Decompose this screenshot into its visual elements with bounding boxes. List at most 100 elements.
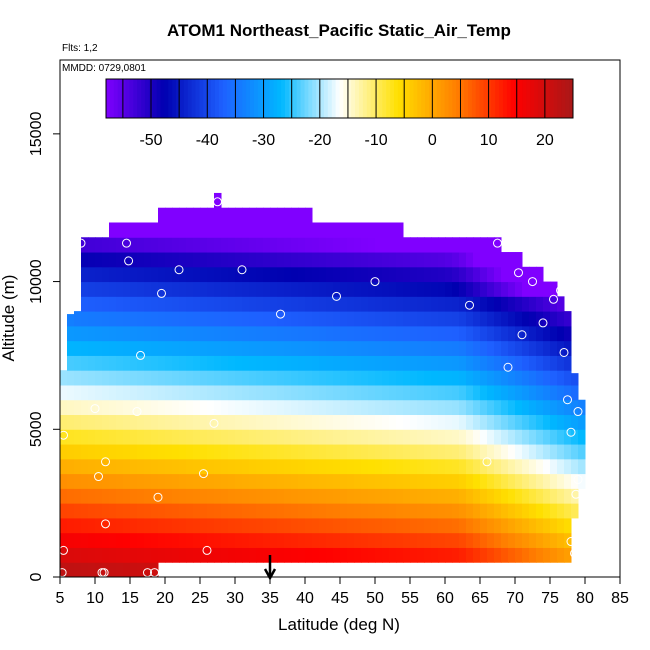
heatmap-cell: [74, 473, 82, 489]
heatmap-cell: [361, 252, 369, 268]
heatmap-cell: [319, 444, 327, 460]
heatmap-cell: [550, 399, 558, 416]
colorbar-cell: [312, 79, 317, 118]
heatmap-cell: [186, 237, 194, 253]
heatmap-cell: [571, 503, 579, 519]
heatmap-cell: [277, 370, 285, 386]
heatmap-cell: [445, 325, 453, 342]
x-tick-label: 55: [401, 590, 419, 607]
heatmap-cell: [298, 458, 306, 475]
heatmap-cell: [403, 384, 411, 401]
heatmap-cell: [466, 370, 474, 386]
colorbar-cell: [339, 79, 344, 118]
heatmap-cell: [305, 281, 313, 297]
heatmap-cell: [424, 517, 432, 534]
heatmap-cell: [74, 311, 82, 327]
heatmap-cell: [354, 355, 362, 371]
heatmap-cell: [151, 503, 159, 519]
heatmap-cell: [424, 429, 432, 445]
heatmap-cell: [529, 296, 537, 312]
heatmap-cell: [207, 503, 215, 519]
heatmap-cell: [368, 384, 376, 401]
heatmap-cell: [417, 399, 425, 416]
heatmap-cell: [522, 296, 530, 312]
heatmap-cell: [186, 517, 194, 534]
heatmap-cell: [403, 281, 411, 297]
heatmap-cell: [368, 444, 376, 460]
heatmap-cell: [200, 296, 208, 312]
heatmap-cell: [102, 547, 110, 563]
heatmap-cell: [200, 532, 208, 548]
heatmap-cell: [410, 547, 418, 563]
heatmap-cell: [165, 237, 173, 253]
heatmap-cell: [382, 252, 390, 268]
heatmap-cell: [256, 207, 264, 223]
heatmap-cell: [298, 252, 306, 268]
heatmap-cell: [67, 488, 75, 504]
heatmap-cell: [249, 237, 257, 253]
heatmap-cell: [557, 547, 565, 563]
heatmap-cell: [347, 222, 355, 238]
x-tick-label: 40: [296, 590, 314, 607]
heatmap-cell: [452, 414, 460, 430]
heatmap-cell: [270, 414, 278, 430]
heatmap-cell: [438, 414, 446, 430]
heatmap-cell: [515, 325, 523, 342]
x-tick-label: 65: [471, 590, 489, 607]
heatmap-cell: [172, 355, 180, 371]
heatmap-cell: [298, 370, 306, 386]
heatmap-cell: [536, 340, 544, 356]
colorbar-cell: [526, 79, 531, 118]
heatmap-cell: [116, 488, 124, 504]
heatmap-cell: [284, 222, 292, 238]
latitude-arrow-marker: [263, 555, 277, 581]
heatmap-cell: [242, 311, 250, 327]
colorbar-cell: [257, 79, 263, 118]
heatmap-cell: [228, 517, 236, 534]
heatmap-cell: [557, 488, 565, 504]
heatmap-cell: [242, 384, 250, 401]
heatmap-cell: [445, 311, 453, 327]
colorbar-cell: [405, 79, 410, 118]
heatmap-cell: [403, 503, 411, 519]
heatmap-cell: [487, 547, 495, 563]
heatmap-cell: [508, 266, 516, 283]
heatmap-cell: [557, 340, 565, 356]
heatmap-cell: [396, 222, 404, 238]
colorbar-tick-label: -50: [139, 132, 162, 149]
heatmap-cell: [228, 547, 236, 563]
heatmap-cell: [347, 370, 355, 386]
heatmap-cell: [228, 414, 236, 430]
heatmap-cell: [396, 414, 404, 430]
heatmap-cell: [480, 252, 488, 268]
heatmap-cell: [256, 296, 264, 312]
heatmap-cell: [151, 444, 159, 460]
heatmap-cell: [410, 266, 418, 283]
heatmap-cell: [438, 503, 446, 519]
heatmap-cell: [508, 325, 516, 342]
heatmap-cell: [81, 340, 89, 356]
heatmap-cell: [193, 444, 201, 460]
heatmap-cell: [550, 517, 558, 534]
heatmap-cell: [256, 532, 264, 548]
heatmap-cell: [242, 399, 250, 416]
heatmap-cell: [319, 281, 327, 297]
heatmap-cell: [340, 340, 348, 356]
heatmap-cell: [459, 517, 467, 534]
x-axis-label: Latitude (deg N): [278, 615, 400, 634]
heatmap-cell: [431, 311, 439, 327]
heatmap-cell: [102, 355, 110, 371]
heatmap-cell: [172, 252, 180, 268]
heatmap-cell: [515, 444, 523, 460]
heatmap-cell: [193, 473, 201, 489]
heatmap-cell: [550, 429, 558, 445]
heatmap-cell: [368, 311, 376, 327]
heatmap-cell: [102, 503, 110, 519]
colorbar-cell: [510, 79, 516, 118]
heatmap-cell: [179, 222, 187, 238]
heatmap-cell: [256, 325, 264, 342]
heatmap-cell: [221, 281, 229, 297]
heatmap-cell: [249, 503, 257, 519]
heatmap-cell: [228, 237, 236, 253]
heatmap-cell: [431, 355, 439, 371]
